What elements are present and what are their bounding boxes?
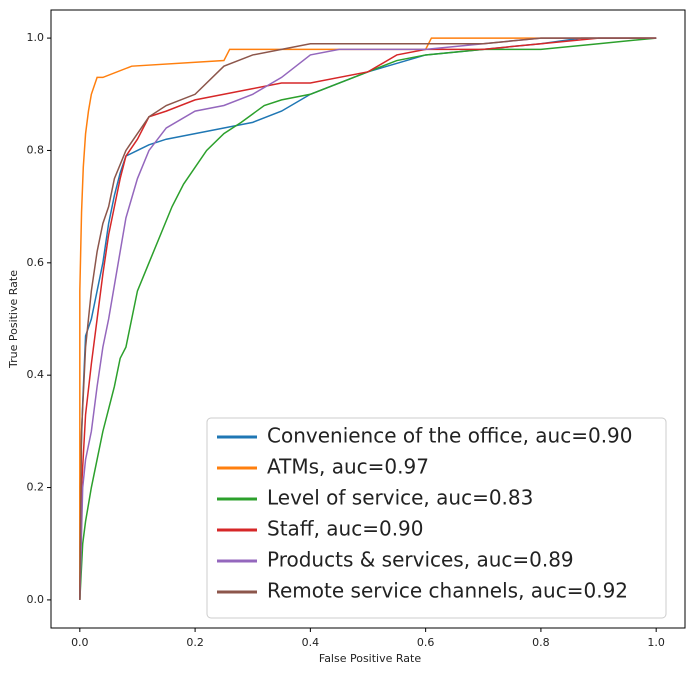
legend-label: Staff, auc=0.90	[267, 517, 424, 541]
x-tick-label: 1.0	[647, 636, 665, 649]
x-tick-label: 0.8	[532, 636, 550, 649]
x-tick-label: 0.6	[417, 636, 435, 649]
plot-frame	[50, 9, 686, 629]
x-tick-label: 0.0	[71, 636, 89, 649]
legend-label: Remote service channels, auc=0.92	[267, 579, 628, 603]
y-tick-label: 0.4	[27, 368, 45, 381]
y-tick-label: 0.0	[27, 593, 45, 606]
legend-label: ATMs, auc=0.97	[267, 455, 429, 479]
roc-curve	[79, 37, 657, 600]
legend-label: Level of service, auc=0.83	[267, 486, 533, 510]
legend-label: Convenience of the office, auc=0.90	[267, 424, 633, 448]
legend-box	[206, 417, 667, 619]
x-axis-label: False Positive Rate	[319, 652, 421, 665]
roc-curve	[79, 37, 657, 600]
x-tick-label: 0.4	[302, 636, 320, 649]
y-tick-label: 0.2	[27, 481, 45, 494]
y-tick-label: 0.6	[27, 256, 45, 269]
y-axis-label: True Positive Rate	[7, 270, 20, 369]
y-tick-label: 1.0	[27, 31, 45, 44]
roc-curve	[79, 37, 657, 600]
x-tick-label: 0.2	[186, 636, 204, 649]
legend: Convenience of the office, auc=0.90 ATMs,…	[206, 417, 667, 619]
legend-label: Products & services, auc=0.89	[267, 548, 574, 572]
y-tick-label: 0.8	[27, 143, 45, 156]
